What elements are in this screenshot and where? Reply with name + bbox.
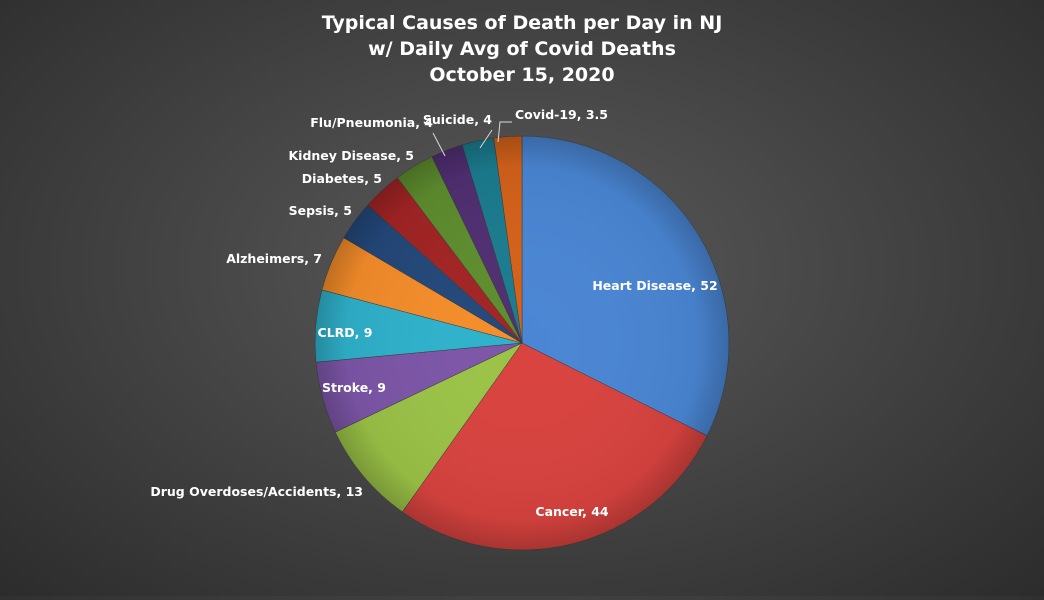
data-label-drug-overdoses-accidents: Drug Overdoses/Accidents, 13 [150, 484, 363, 499]
leader-line-covid-19 [497, 121, 512, 143]
data-label-cancer: Cancer, 44 [535, 504, 609, 519]
chart-title: Typical Causes of Death per Day in NJ w/… [322, 12, 723, 86]
data-label-diabetes: Diabetes, 5 [302, 171, 382, 186]
chart-title-line-1: Typical Causes of Death per Day in NJ [322, 12, 723, 34]
data-label-clrd: CLRD, 9 [318, 325, 373, 340]
data-label-stroke: Stroke, 9 [322, 380, 386, 395]
leader-line-flu-pneumonia [432, 132, 446, 157]
data-label-covid-19: Covid-19, 3.5 [515, 107, 608, 122]
leader-lines [432, 121, 512, 157]
data-label-kidney-disease: Kidney Disease, 5 [288, 148, 414, 163]
leader-line-suicide [479, 129, 493, 149]
pie-slices [314, 135, 730, 551]
chart-title-line-3: October 15, 2020 [429, 64, 614, 86]
data-label-flu-pneumonia: Flu/Pneumonia, 4 [310, 115, 433, 130]
data-label-alzheimers: Alzheimers, 7 [226, 251, 322, 266]
data-label-sepsis: Sepsis, 5 [289, 203, 352, 218]
chart-title-line-2: w/ Daily Avg of Covid Deaths [368, 38, 676, 60]
data-label-heart-disease: Heart Disease, 52 [592, 278, 717, 293]
data-labels: Heart Disease, 52 Cancer, 44 Drug Overdose… [150, 107, 717, 519]
data-label-suicide: Suicide, 4 [423, 112, 492, 127]
